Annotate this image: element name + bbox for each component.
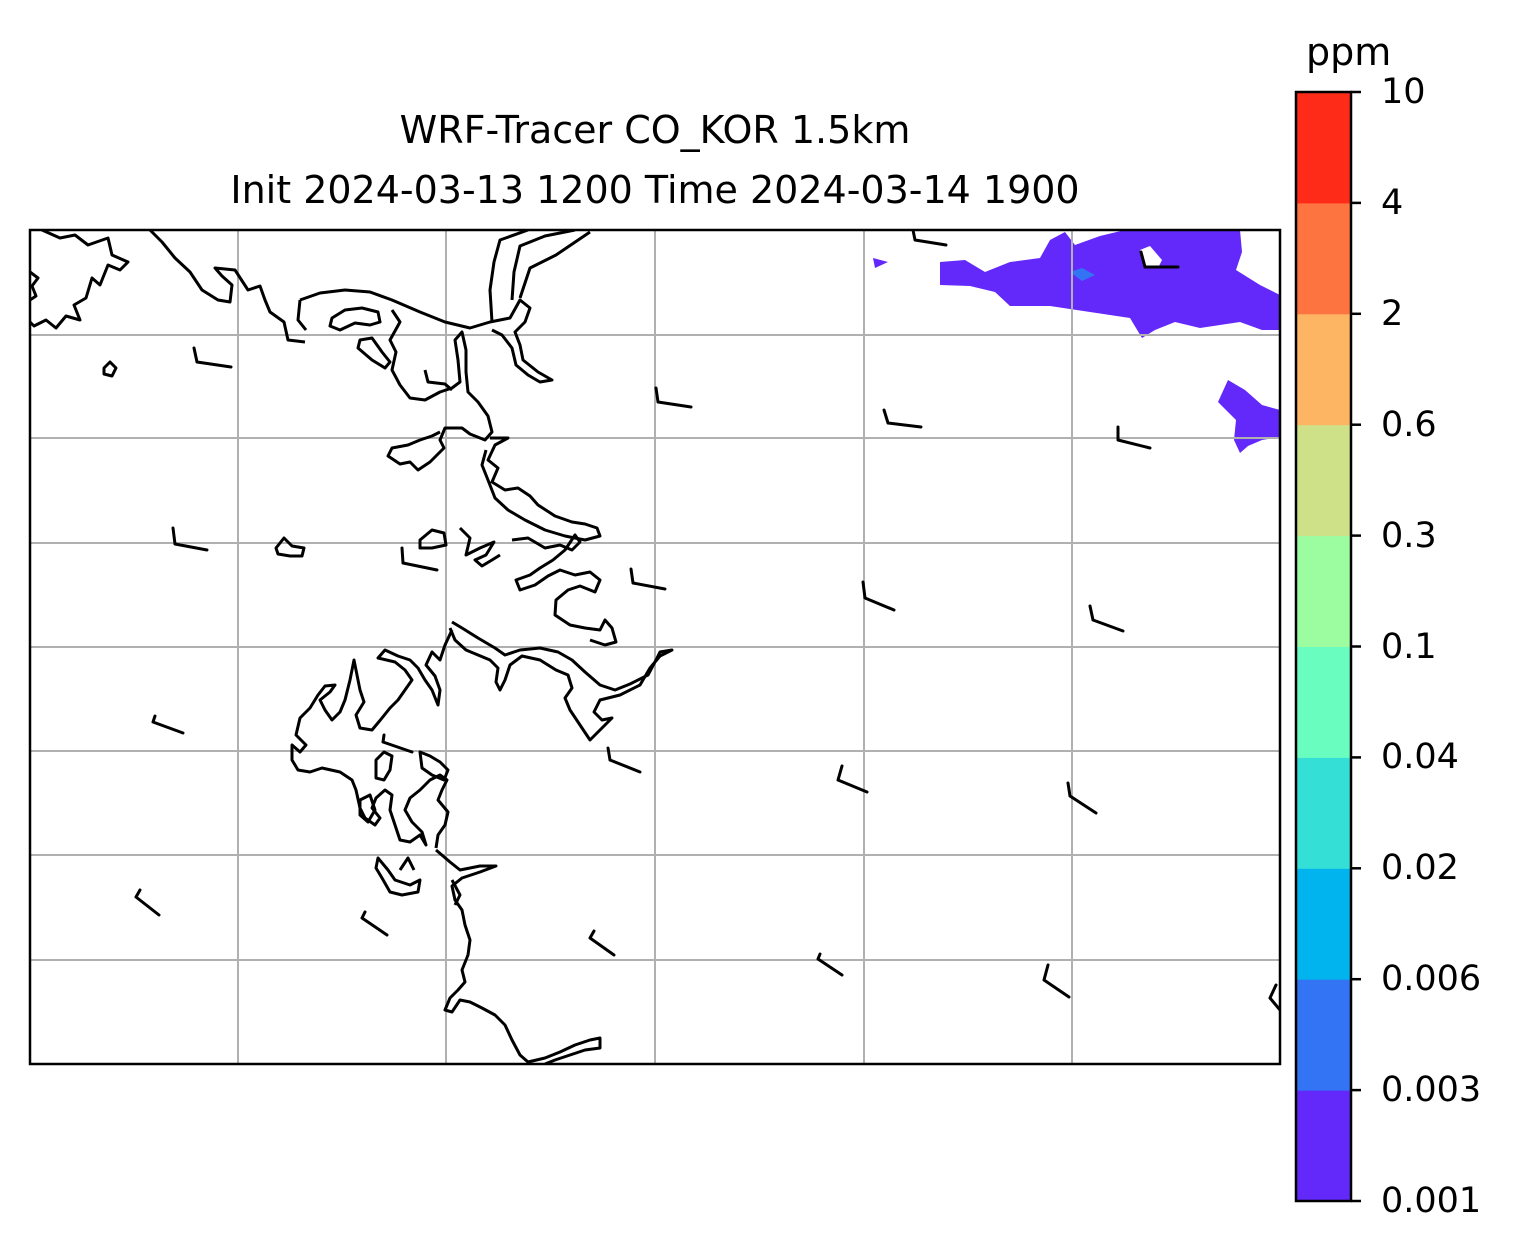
map-frame <box>28 228 1282 1066</box>
wind-barb <box>861 580 896 612</box>
wind-barb <box>588 929 616 957</box>
wind-barb <box>1088 604 1125 633</box>
wind-barb <box>171 526 209 552</box>
wind-barb <box>134 888 161 917</box>
colorbar-ticks <box>1351 90 1361 1203</box>
island-south-3 <box>418 750 450 782</box>
island-mid-1 <box>418 528 448 550</box>
colorbar-segment <box>1296 868 1351 980</box>
island-mid-north <box>328 306 382 332</box>
coastline-islet-ridge <box>423 369 453 392</box>
coastline-river-bank <box>510 230 576 301</box>
wind-barb <box>816 952 844 977</box>
tracer-region-secondary <box>1070 268 1095 281</box>
wind-barb <box>400 546 439 572</box>
tracer-region-hole <box>1140 246 1162 268</box>
coastline-mainland-north <box>30 230 130 330</box>
colorbar-segment <box>1296 92 1351 204</box>
colorbar-segment <box>1296 979 1351 1091</box>
colorbar-tick-label: 0.6 <box>1381 404 1437 445</box>
colorbar-tick-label: 0.02 <box>1381 848 1459 889</box>
map-area <box>30 230 1280 1064</box>
wind-barb <box>1116 425 1152 450</box>
coastline-peninsula-south-tip <box>450 879 462 906</box>
coastline-west-edge <box>30 270 40 302</box>
island-west-small <box>102 360 118 378</box>
colorbar-segment <box>1296 424 1351 537</box>
gridlines <box>30 230 1280 1064</box>
coastline-bay-mid <box>511 533 618 647</box>
coastline-estuary <box>299 288 554 384</box>
colorbar-tick-label: 0.3 <box>1381 515 1437 556</box>
wind-barb <box>1066 781 1098 815</box>
colorbar-tick-label: 4 <box>1381 182 1404 223</box>
map-title-line-1: WRF-Tracer CO_KOR 1.5km <box>399 108 911 152</box>
wind-barb <box>1139 250 1180 269</box>
colorbar-tick-label: 0.001 <box>1381 1181 1482 1221</box>
coastline-river-channel <box>488 230 529 323</box>
coastline-peninsula-mid <box>448 620 674 742</box>
tracer-region-northeast <box>940 230 1280 338</box>
wind-barb <box>1268 983 1280 1012</box>
coastline-bay-north <box>148 230 306 344</box>
wind-barb <box>836 764 869 794</box>
coastline-peninsula-west <box>296 299 308 331</box>
wind-barb <box>1042 963 1071 999</box>
coastline-river-bank-2 <box>518 230 591 299</box>
colorbar-segment <box>1296 313 1351 426</box>
colorbar-segment <box>1296 202 1351 315</box>
coastline-archipelago-mid <box>458 526 501 568</box>
colorbar-segment <box>1296 757 1351 869</box>
coastline-south-main <box>435 848 602 1064</box>
wind-barb <box>606 746 642 774</box>
island-mid-2 <box>274 536 306 558</box>
wind-barb <box>381 733 414 754</box>
tracer-fill-layer <box>873 230 1280 453</box>
wind-barb <box>654 386 693 409</box>
wind-barb <box>192 346 233 369</box>
island-gulf-1 <box>356 336 392 370</box>
colorbar-segment <box>1296 646 1351 758</box>
colorbar-tick-label: 2 <box>1381 293 1404 334</box>
wind-barb <box>911 230 948 247</box>
wind-barb <box>360 910 389 937</box>
coastline-south-bay <box>374 856 422 897</box>
colorbar-tick-label: 0.04 <box>1381 737 1459 778</box>
wind-barb <box>882 408 923 429</box>
colorbar-tick-label: 10 <box>1381 72 1426 112</box>
tracer-region-northeast-edge <box>873 258 888 268</box>
colorbar-segment <box>1296 1090 1351 1202</box>
tracer-region-east <box>1218 380 1280 453</box>
colorbar-tick-label: 0.003 <box>1381 1070 1482 1111</box>
coastline-archipelago-south <box>290 629 454 849</box>
colorbar-unit-label: ppm <box>1306 30 1392 74</box>
map-title-line-2: Init 2024-03-13 1200 Time 2024-03-14 190… <box>230 168 1080 212</box>
colorbar-segment <box>1296 535 1351 647</box>
colorbar <box>1296 92 1351 1202</box>
colorbar-tick-label: 0.006 <box>1381 959 1482 1000</box>
wind-barb <box>629 567 667 591</box>
island-south-2 <box>358 793 377 824</box>
wind-barb <box>151 714 185 735</box>
coastline-gulf-west <box>386 309 494 472</box>
coastline-river-mid <box>480 436 602 542</box>
colorbar-tick-label: 0.1 <box>1381 626 1437 667</box>
wind-barbs-layer <box>134 230 1280 1012</box>
coastline-layer <box>30 230 674 1064</box>
island-south-1 <box>374 750 394 782</box>
coastline-south-islet <box>398 856 416 871</box>
